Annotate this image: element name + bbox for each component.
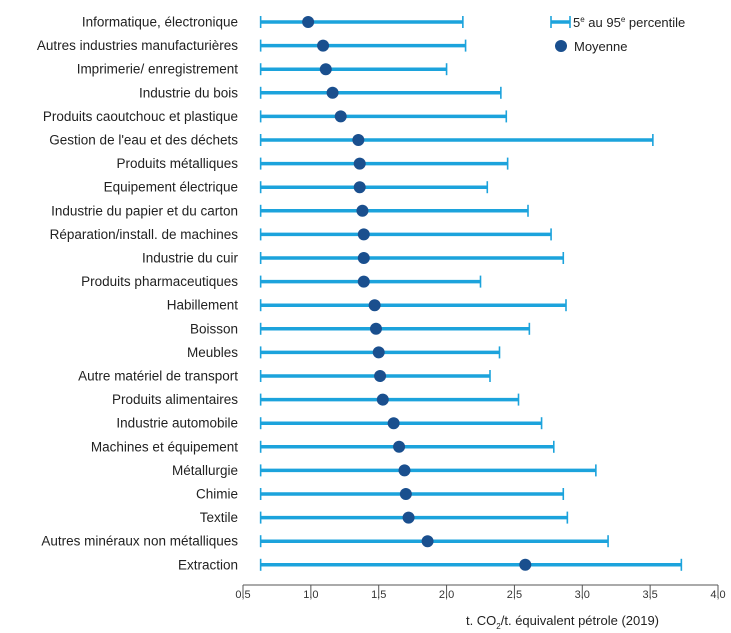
mean-point	[356, 204, 369, 217]
chart-row: Produits alimentaires	[112, 392, 520, 407]
mean-point	[326, 86, 339, 99]
chart-row: Informatique, électronique	[82, 15, 464, 30]
category-label: Produits métalliques	[116, 156, 238, 171]
chart-row: Autres minéraux non métalliques	[41, 534, 609, 549]
category-label: Industrie automobile	[116, 416, 238, 431]
mean-point	[357, 252, 370, 264]
category-label: Equipement électrique	[104, 180, 238, 195]
category-label: Industrie du cuir	[142, 251, 239, 266]
mean-point	[398, 464, 411, 477]
chart-row: Industrie automobile	[116, 416, 543, 431]
mean-point	[353, 157, 366, 170]
chart-row: Textile	[200, 510, 569, 525]
category-label: Autres industries manufacturières	[37, 38, 238, 53]
x-tick-label: 3,0	[575, 589, 590, 601]
chart-row: Boisson	[190, 321, 531, 336]
x-axis-title-subscript: 2	[496, 622, 501, 631]
mean-point	[302, 16, 315, 28]
chart-row: Industrie du bois	[139, 85, 502, 100]
mean-point	[374, 370, 387, 382]
category-label: Boisson	[190, 321, 238, 336]
chart-row: Habillement	[167, 298, 567, 313]
category-label: Textile	[200, 510, 238, 525]
mean-point	[319, 63, 332, 76]
chart-row: Réparation/install. de machines	[50, 227, 552, 242]
legend-mean-icon	[555, 40, 567, 52]
category-label: Chimie	[196, 487, 238, 502]
mean-point	[353, 181, 366, 194]
chart-row: Machines et équipement	[91, 439, 555, 454]
chart-row: Métallurgie	[172, 463, 597, 478]
mean-point	[334, 110, 347, 123]
category-label: Industrie du papier et du carton	[51, 203, 238, 218]
category-label: Réparation/install. de machines	[50, 227, 239, 242]
chart-row: Gestion de l'eau et des déchets	[49, 133, 654, 148]
chart-row: Meubles	[187, 345, 501, 360]
legend-mean-label: Moyenne	[574, 39, 627, 54]
chart-row: Autres industries manufacturières	[37, 38, 467, 53]
chart-row: Imprimerie/ enregistrement	[77, 62, 448, 77]
category-label: Produits alimentaires	[112, 392, 238, 407]
x-tick-label: 1,5	[371, 589, 386, 601]
chart-row: Industrie du papier et du carton	[51, 203, 529, 218]
category-label: Produits pharmaceutiques	[81, 274, 238, 289]
mean-point	[352, 134, 365, 146]
mean-point	[357, 228, 370, 241]
chart-row: Equipement électrique	[104, 180, 489, 195]
category-label: Meubles	[187, 345, 238, 360]
category-label: Imprimerie/ enregistrement	[77, 62, 239, 77]
mean-point	[376, 393, 389, 406]
chart-rows: Informatique, électronique Autres industr…	[37, 15, 683, 572]
x-tick-label: 2,0	[439, 589, 454, 601]
category-label: Machines et équipement	[91, 439, 238, 454]
chart-row: Chimie	[196, 487, 565, 502]
x-axis-title-main: t. CO	[466, 613, 496, 628]
mean-point	[368, 299, 381, 312]
chart-row: Autre matériel de transport	[78, 369, 491, 384]
x-tick-label: 3,5	[642, 589, 657, 601]
x-tick-label: 0,5	[235, 589, 250, 601]
chart-row: Extraction	[178, 557, 683, 572]
category-label: Métallurgie	[172, 463, 238, 478]
mean-point	[519, 558, 532, 571]
chart-row: Industrie du cuir	[142, 251, 565, 266]
category-label: Industrie du bois	[139, 85, 238, 100]
mean-point	[357, 275, 370, 288]
category-label: Autres minéraux non métalliques	[41, 534, 238, 549]
chart-row: Produits pharmaceutiques	[81, 274, 482, 289]
category-label: Informatique, électronique	[82, 15, 238, 30]
mean-point	[399, 488, 412, 500]
chart-row: Produits métalliques	[116, 156, 509, 171]
mean-point	[421, 535, 434, 548]
mean-point	[402, 511, 415, 524]
x-axis: 0,5 1,0 1,5 2,0 2,5 3,0 3,5 4,0	[235, 584, 726, 601]
x-tick-label: 1,0	[303, 589, 318, 601]
mean-point	[317, 39, 330, 52]
mean-point	[370, 322, 382, 335]
category-label: Produits caoutchouc et plastique	[43, 109, 238, 124]
category-label: Habillement	[167, 298, 239, 313]
x-axis-title-rest: /t. équivalent pétrole (2019)	[501, 613, 659, 628]
category-label: Gestion de l'eau et des déchets	[49, 133, 238, 148]
mean-point	[393, 440, 406, 453]
x-tick-label: 4,0	[710, 589, 725, 601]
chart-row: Produits caoutchouc et plastique	[43, 109, 508, 124]
legend-range-icon	[550, 16, 571, 28]
mean-point	[387, 417, 400, 430]
mean-point	[372, 346, 385, 359]
legend: 5e au 95e percentile Moyenne	[550, 15, 685, 54]
legend-range-label: 5e au 95e percentile	[573, 15, 685, 30]
category-label: Autre matériel de transport	[78, 369, 238, 384]
x-tick-label: 2,5	[507, 589, 522, 601]
x-axis-title: t. CO2/t. équivalent pétrole (2019)	[466, 613, 659, 631]
category-label: Extraction	[178, 557, 238, 572]
